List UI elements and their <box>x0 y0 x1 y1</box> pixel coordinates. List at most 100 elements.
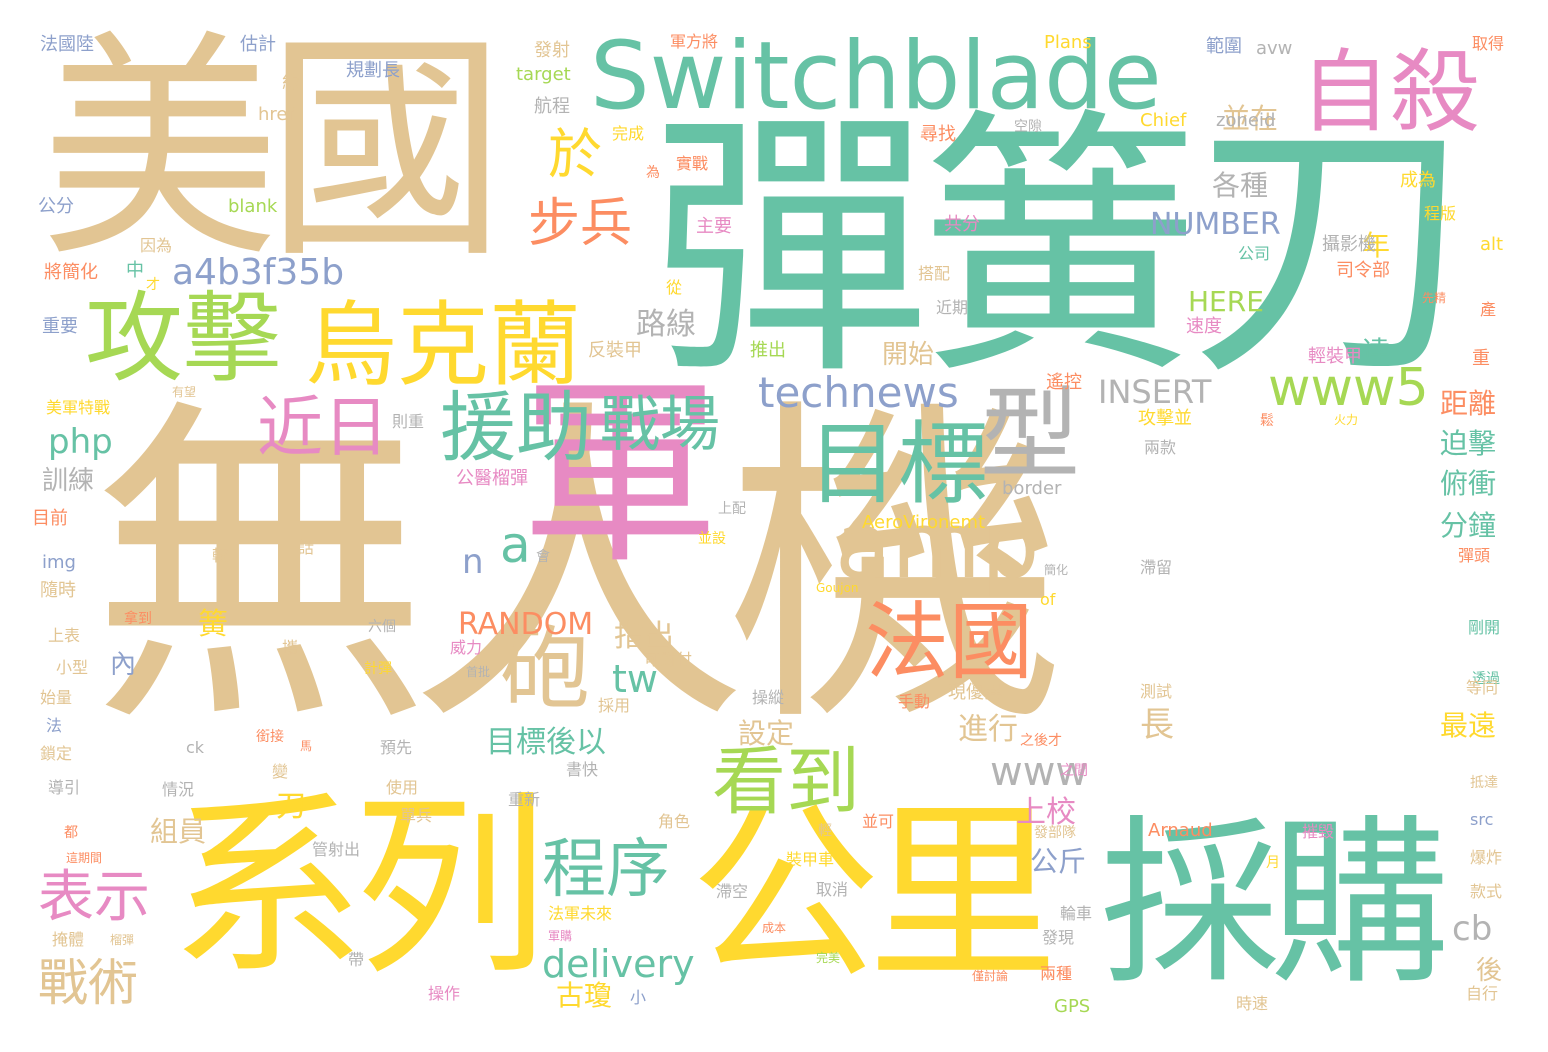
word-near-term: 近期 <box>936 298 969 317</box>
word-route: 路線 <box>636 307 696 342</box>
word-arms-purchase: 軍購 <box>548 929 573 943</box>
word-usa: 美國 <box>40 10 506 290</box>
word-compare: 較 <box>212 546 229 565</box>
word-see: 看到 <box>712 739 860 825</box>
word-light: 輕 <box>818 823 832 839</box>
word-series: 系列 <box>170 774 548 1001</box>
word-search: 尋找 <box>920 124 956 145</box>
word-anytime: 隨時 <box>40 580 76 601</box>
word-attack: 攻擊 <box>85 282 282 396</box>
word-divided: 共分 <box>944 214 980 235</box>
word-chief: Chief <box>1140 110 1187 131</box>
word-at: 於 <box>548 123 602 186</box>
word-explode: 爆炸 <box>1470 848 1503 867</box>
word-perfect: 完美 <box>816 951 841 965</box>
word-french-army: 法國陸 <box>40 34 94 55</box>
word-planning-chief: 規劃長 <box>346 60 400 81</box>
word-wheeled: 輪車 <box>1060 904 1093 923</box>
word-target-en: target <box>516 64 571 85</box>
word-kilogram: 公斤 <box>1030 845 1087 878</box>
word-currently: 目前 <box>32 508 68 529</box>
word-switchblade: Switchblade <box>590 22 1162 131</box>
word-between: 之間 <box>1060 763 1088 779</box>
word-test: 測試 <box>1140 682 1173 701</box>
word-zoneid: zoneid <box>1216 110 1276 131</box>
word-tube-fire: 管射出 <box>312 840 361 859</box>
word-ukraine: 烏克蘭 <box>305 292 582 399</box>
word-year: 年 <box>1362 229 1391 262</box>
word-pair: 搭配 <box>918 264 951 283</box>
word-blade: 刀 <box>276 789 306 824</box>
word-cancel: 取消 <box>816 880 849 899</box>
word-aerovironemt: AeroVironemt <box>862 512 986 533</box>
word-after-target: 目標後以 <box>486 725 606 760</box>
word-hourly-speed: 時速 <box>1236 994 1269 1013</box>
word-cost: 成本 <box>762 921 787 935</box>
word-upper-table: 上表 <box>48 626 81 645</box>
word-plans: Plans <box>1044 32 1092 53</box>
word-arrive: 抵達 <box>1470 775 1498 791</box>
word-long: 長 <box>1140 705 1174 745</box>
word-us-special-ops: 美軍特戰 <box>46 398 111 417</box>
word-because: 因為 <box>140 236 173 255</box>
word-only-discuss: 僅討論 <box>972 969 1009 983</box>
word-initial-quantity: 始量 <box>40 688 73 707</box>
word-a: a <box>500 516 531 574</box>
word-six: 六個 <box>368 619 396 635</box>
word-src: src <box>1470 810 1494 829</box>
word-law: 法 <box>46 716 63 735</box>
word-style: 款式 <box>1470 882 1503 901</box>
word-command: 司令部 <box>1336 260 1390 281</box>
word-www5: www5 <box>1268 358 1429 418</box>
word-training: 訓練 <box>42 466 95 496</box>
word-count-bomb: 計彈 <box>364 661 392 677</box>
word-here: HERE <box>1188 285 1264 318</box>
word-warhead: 彈頭 <box>1458 546 1491 565</box>
word-amp: amp <box>835 492 1040 599</box>
word-only-then: 之後才 <box>1020 733 1062 749</box>
word-equal: 等同 <box>1466 678 1499 697</box>
word-manual: 手動 <box>898 692 931 711</box>
word-discover: 發現 <box>1042 928 1075 947</box>
word-random: RANDOM <box>458 607 594 642</box>
word-gps: GPS <box>1054 996 1091 1017</box>
word-month: 月 <box>1266 855 1280 871</box>
word-cb: cb <box>1452 909 1493 949</box>
word-main: 主要 <box>696 216 732 237</box>
word-launch-release: 推出 <box>750 340 786 361</box>
word-target: 目標 <box>808 412 988 517</box>
word-number: NUMBER <box>1150 207 1281 242</box>
word-gujong: 古瓊 <box>556 979 613 1012</box>
word-precise: 先精 <box>1422 291 1447 305</box>
word-get: 拿到 <box>124 611 152 627</box>
word-small: 小 <box>630 988 647 1007</box>
word-change: 變 <box>272 762 289 781</box>
word-horse: 馬 <box>300 739 313 753</box>
word-www: www <box>990 749 1089 795</box>
word-french-future: 法軍未來 <box>548 904 613 923</box>
word-loiter: 滯留 <box>1140 558 1173 577</box>
word-operate: 操作 <box>428 984 461 1003</box>
word-soldier: 單兵 <box>400 806 433 825</box>
word-important: 重要 <box>42 316 78 337</box>
word-armored-car: 裝甲車 <box>786 850 835 869</box>
word-colonel: 上校 <box>1016 795 1076 830</box>
word-proceed: 進行 <box>958 712 1018 747</box>
word-lock: 鎖定 <box>40 744 73 763</box>
word-will-simplify: 將簡化 <box>44 262 98 283</box>
word-alt: alt <box>1480 234 1504 255</box>
word-situation: 情況 <box>162 780 195 799</box>
word-procurement: 採購 <box>1100 800 1450 1009</box>
word-mortar: 迫擊 <box>1440 427 1497 460</box>
word-remote: 遙控 <box>1046 372 1082 393</box>
word-centimeter: 公分 <box>38 196 74 217</box>
word-battlefield: 戰場 <box>600 390 720 460</box>
word-delivery: delivery <box>542 942 695 986</box>
word-upper-config: 上配 <box>718 501 746 517</box>
word-troops: 發部隊 <box>1034 825 1076 841</box>
word-combat: 實戰 <box>676 154 709 173</box>
word-mortar-round: 榴彈 <box>110 933 135 947</box>
word-firepower: 火力 <box>1334 413 1359 427</box>
word-adopt: 採用 <box>598 696 631 715</box>
